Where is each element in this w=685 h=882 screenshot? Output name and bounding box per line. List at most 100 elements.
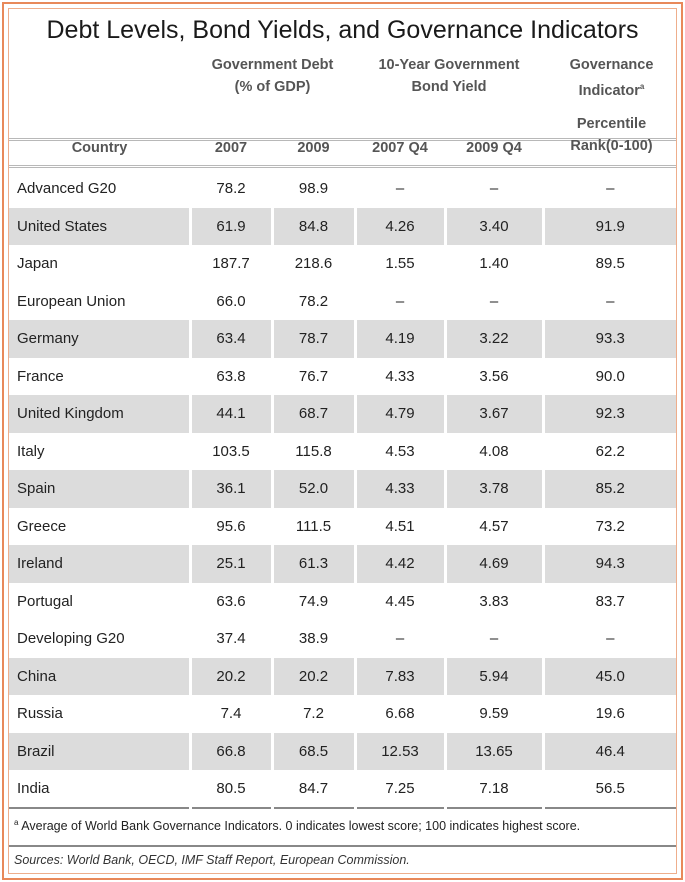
table-row: Brazil 66.8 68.5 12.53 13.65 46.4 (9, 732, 676, 770)
group-header-governance: Governance Indicatora (543, 54, 680, 102)
value-cell: 25.1 (188, 545, 272, 583)
value-cell: 56.5 (541, 770, 676, 808)
footnote-marker: a (639, 82, 645, 91)
country-cell: Russia (9, 695, 190, 733)
value-cell: 3.56 (443, 357, 543, 395)
country-cell: Advanced G20 (17, 180, 117, 198)
value-cell: 36.1 (188, 470, 272, 508)
value-cell: 7.18 (443, 770, 543, 808)
header-line: Bond Yield (411, 79, 487, 95)
country-cell: Developing G20 (17, 630, 125, 648)
value-cell: 83.7 (541, 582, 676, 620)
data-table: Advanced G20 78.2 98.9– – – United States 61.9… (9, 170, 676, 809)
value-cell: – (353, 282, 445, 320)
value-cell: 84.8 (270, 207, 355, 245)
value-cell: 7.2 (270, 695, 355, 733)
value-cell: 3.40 (443, 207, 543, 245)
value-cell: 73.2 (541, 507, 676, 545)
value-cell: 7.4 (188, 695, 272, 733)
group-header-debt: Government Debt (% of GDP) (190, 54, 355, 98)
value-cell: 5.94 (443, 657, 543, 695)
country-cell: Italy (9, 432, 190, 470)
value-cell: 20.2 (270, 657, 355, 695)
value-cell: 7.25 (353, 770, 445, 808)
group-header-yield: 10-Year Government Bond Yield (355, 54, 543, 98)
value-cell: 63.4 (188, 320, 272, 358)
value-cell: 44.1 (188, 395, 272, 433)
table-row: Ireland 25.1 61.3 4.42 4.69 94.3 (9, 545, 676, 583)
table-row: China 20.2 20.2 7.83 5.94 45.0 (9, 657, 676, 695)
group-row: European Union 66.0 78.2– – – (9, 282, 676, 320)
value-cell: 115.8 (270, 432, 355, 470)
table-row: United Kingdom 44.1 68.7 4.79 3.67 92.3 (9, 395, 676, 433)
value-cell: 3.22 (443, 320, 543, 358)
value-cell: 4.19 (353, 320, 445, 358)
value-cell: 78.2 (188, 170, 272, 208)
footnote-marker: a (14, 818, 19, 827)
value-cell: – (541, 282, 676, 320)
country-cell: Spain (9, 470, 190, 508)
value-cell: – (353, 620, 445, 658)
column-header-divider (9, 165, 676, 168)
value-cell: 4.69 (443, 545, 543, 583)
country-cell: Brazil (9, 732, 190, 770)
value-cell: 95.6 (188, 507, 272, 545)
value-cell: 19.6 (541, 695, 676, 733)
footnote-text: Average of World Bank Governance Indicat… (21, 819, 581, 834)
value-cell: 4.79 (353, 395, 445, 433)
value-cell: 4.53 (353, 432, 445, 470)
country-cell: Japan (9, 245, 190, 283)
country-cell: Ireland (9, 545, 190, 583)
country-cell: Portugal (9, 582, 190, 620)
col-percentile: Percentile Rank(0-100) (543, 113, 680, 157)
value-cell: 94.3 (541, 545, 676, 583)
header-line: 10-Year Government (378, 57, 520, 73)
value-cell: 12.53 (353, 732, 445, 770)
value-cell: 93.3 (541, 320, 676, 358)
value-cell: 4.08 (443, 432, 543, 470)
table-row: Russia 7.4 7.2 6.68 9.59 19.6 (9, 695, 676, 733)
country-cell: United States (9, 207, 190, 245)
value-cell: – (541, 170, 676, 208)
value-cell: 92.3 (541, 395, 676, 433)
value-cell: 76.7 (270, 357, 355, 395)
table-row: Italy 103.5 115.8 4.53 4.08 62.2 (9, 432, 676, 470)
value-cell: 68.7 (270, 395, 355, 433)
col-country: Country (71, 140, 128, 156)
value-cell: 68.5 (270, 732, 355, 770)
table-title: Debt Levels, Bond Yields, and Governance… (46, 16, 639, 44)
value-cell: 7.83 (353, 657, 445, 695)
value-cell: 103.5 (188, 432, 272, 470)
col-2009: 2009 (297, 140, 330, 156)
country-cell: China (9, 657, 190, 695)
value-cell: 90.0 (541, 357, 676, 395)
value-cell: 89.5 (541, 245, 676, 283)
header-line: Government Debt (211, 57, 334, 73)
country-cell: European Union (17, 292, 126, 310)
value-cell: 62.2 (541, 432, 676, 470)
value-cell: 3.83 (443, 582, 543, 620)
value-cell: 84.7 (270, 770, 355, 808)
value-cell: 3.67 (443, 395, 543, 433)
table-row: Japan 187.7 218.6 1.55 1.40 89.5 (9, 245, 676, 283)
table-row: Greece 95.6 111.5 4.51 4.57 73.2 (9, 507, 676, 545)
value-cell: 98.9 (270, 170, 355, 208)
value-cell: 4.42 (353, 545, 445, 583)
value-cell: 1.55 (353, 245, 445, 283)
table-row: United States 61.9 84.8 4.26 3.40 91.9 (9, 207, 676, 245)
value-cell: 218.6 (270, 245, 355, 283)
value-cell: 1.40 (443, 245, 543, 283)
table-row: Portugal 63.6 74.9 4.45 3.83 83.7 (9, 582, 676, 620)
value-cell: 20.2 (188, 657, 272, 695)
value-cell: 4.26 (353, 207, 445, 245)
value-cell: – (443, 620, 543, 658)
value-cell: 4.45 (353, 582, 445, 620)
footnote-divider (9, 845, 676, 847)
value-cell: 37.4 (188, 620, 272, 658)
value-cell: 38.9 (270, 620, 355, 658)
value-cell: – (353, 170, 445, 208)
header-line: Indicatora (543, 76, 680, 102)
country-cell: United Kingdom (9, 395, 190, 433)
value-cell: 74.9 (270, 582, 355, 620)
value-cell: 6.68 (353, 695, 445, 733)
